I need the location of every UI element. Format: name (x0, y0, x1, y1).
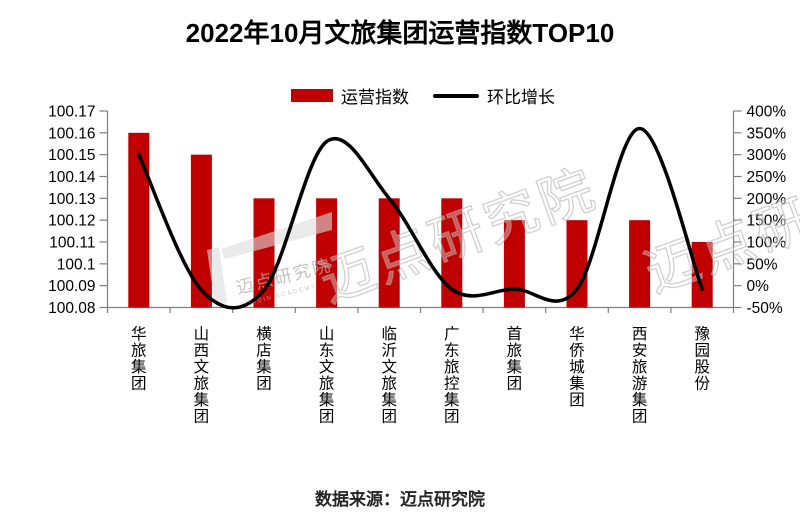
left-axis-tick-label: 100.1 (57, 256, 96, 273)
category-label-西安旅游集团: 西安旅游集团 (632, 326, 648, 426)
chart-title: 2022年10月文旅集团运营指数TOP10 (185, 18, 615, 48)
right-axis-tick-label: 250% (747, 169, 787, 186)
category-label-横店集团: 横店集团 (256, 325, 272, 393)
left-axis-tick-label: 100.13 (48, 191, 95, 208)
left-axis-tick-label: 100.16 (48, 125, 95, 142)
right-axis-tick-label: 150% (747, 213, 787, 230)
legend-bar-label: 运营指数 (341, 88, 409, 107)
growth-line (137, 126, 704, 310)
legend: 运营指数 环比增长 (108, 83, 738, 108)
category-label-临沂文旅集团: 临沂文旅集团 (381, 325, 397, 426)
category-label-豫园股份: 豫园股份 (694, 325, 710, 393)
category-label-山西文旅集团: 山西文旅集团 (194, 325, 210, 426)
right-axis-tick-label: -50% (747, 300, 783, 317)
bar-广东旅控集团 (441, 198, 463, 308)
left-axis-tick-label: 100.15 (48, 147, 95, 164)
bar-山西文旅集团 (190, 154, 212, 308)
left-axis-tick-label: 100.17 (48, 104, 95, 121)
bar-西安旅游集团 (629, 220, 651, 308)
category-label-华侨城集团: 华侨城集团 (569, 325, 585, 409)
left-axis-tick-label: 100.11 (49, 235, 95, 252)
legend-item-line: 环比增长 (433, 83, 555, 108)
category-label-首旅集团: 首旅集团 (507, 325, 523, 393)
bar-临沂文旅集团 (378, 198, 400, 308)
legend-item-bar: 运营指数 (291, 83, 409, 108)
category-label-山东文旅集团: 山东文旅集团 (319, 325, 335, 426)
left-axis-tick-label: 100.08 (48, 300, 95, 317)
category-label-广东旅控集团: 广东旅控集团 (444, 325, 460, 426)
bar-豫园股份 (691, 242, 713, 308)
left-axis-tick-label: 100.09 (48, 278, 95, 295)
right-axis-tick-label: 400% (747, 104, 787, 121)
right-axis-tick-label: 350% (747, 125, 787, 142)
watermark-logo-flag (221, 212, 332, 259)
data-source: 数据来源：迈点研究院 (315, 490, 485, 509)
right-axis-tick-label: 200% (747, 191, 787, 208)
right-axis-tick-label: 0% (747, 278, 770, 295)
legend-line-label: 环比增长 (487, 88, 555, 107)
bar-首旅集团 (503, 220, 525, 308)
left-axis-tick-label: 100.14 (48, 169, 96, 186)
legend-bar-swatch (291, 89, 333, 102)
bar-华侨城集团 (566, 220, 588, 308)
watermark-logo-shape (207, 247, 227, 305)
right-axis-tick-label: 50% (747, 256, 778, 273)
bar-华旅集团 (128, 132, 150, 308)
right-axis-tick-label: 300% (747, 147, 787, 164)
category-label-华旅集团: 华旅集团 (131, 325, 147, 393)
left-axis-tick-label: 100.12 (48, 213, 95, 230)
legend-line-swatch (433, 93, 479, 98)
right-axis-tick-label: 100% (747, 235, 787, 252)
